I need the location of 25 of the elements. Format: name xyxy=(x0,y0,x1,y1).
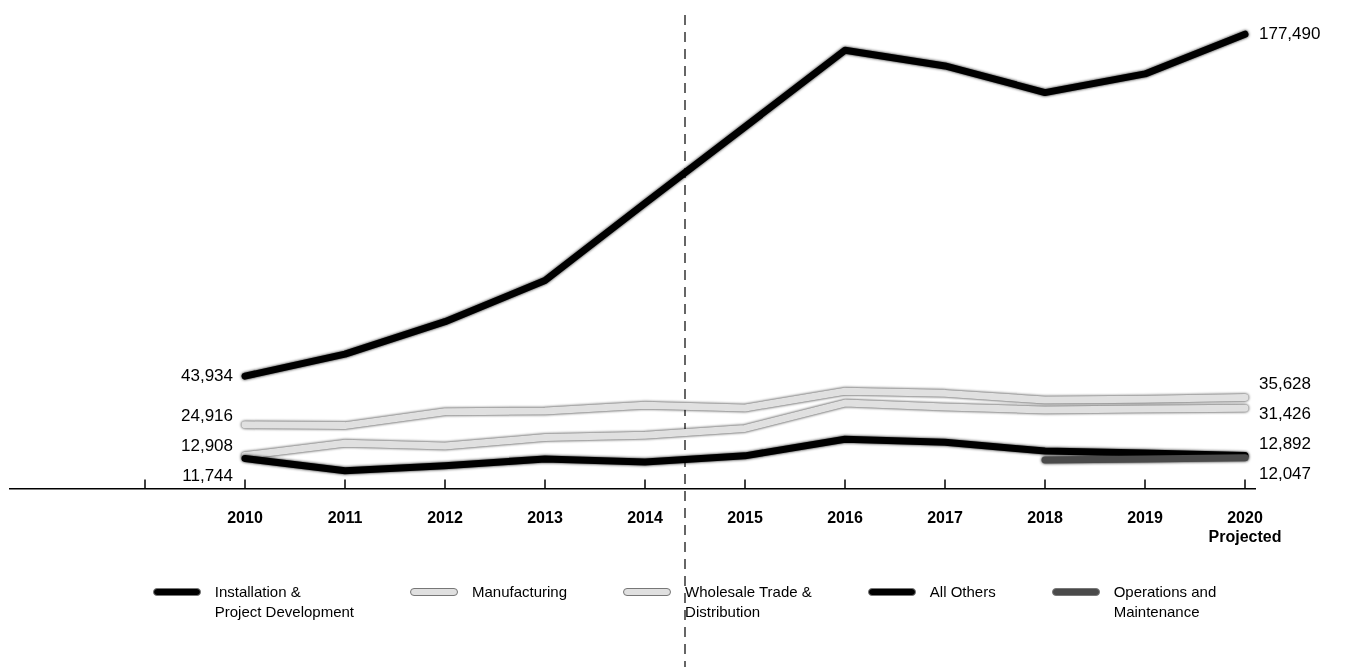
legend-label: Manufacturing xyxy=(472,582,568,602)
x-tick-label: 2012 xyxy=(427,508,463,526)
data-label: 35,628 xyxy=(1259,374,1311,394)
x-tick-label: 2019 xyxy=(1127,508,1163,526)
data-label: 43,934 xyxy=(181,365,233,385)
legend-label: Wholesale Trade & Distribution xyxy=(685,582,812,622)
x-tick-label: 2015 xyxy=(727,508,763,526)
legend-label: Operations and Maintenance xyxy=(1113,582,1217,622)
x-tick-label: 2016 xyxy=(827,508,863,526)
x-tick-label: 2014 xyxy=(627,508,663,526)
x-tick-label: 2017 xyxy=(927,508,963,526)
x-tick-label: 2011 xyxy=(327,508,363,526)
data-label: 11,744 xyxy=(182,465,233,485)
data-label: 24,916 xyxy=(181,405,233,425)
data-label: 12,892 xyxy=(1259,434,1311,454)
x-tick-label: 2018 xyxy=(1027,508,1063,526)
data-label: 12,047 xyxy=(1259,464,1311,484)
data-label: 12,908 xyxy=(181,435,233,455)
x-tick-label: 2013 xyxy=(527,508,563,526)
legend-label: Installation & Project Development xyxy=(214,582,354,622)
data-label: 177,490 xyxy=(1259,23,1321,43)
x-tick-label: 2020 Projected xyxy=(1208,508,1282,545)
data-label: 31,426 xyxy=(1259,404,1311,424)
x-tick-label: 2010 xyxy=(227,508,263,526)
legend-label: All Others xyxy=(929,582,996,602)
